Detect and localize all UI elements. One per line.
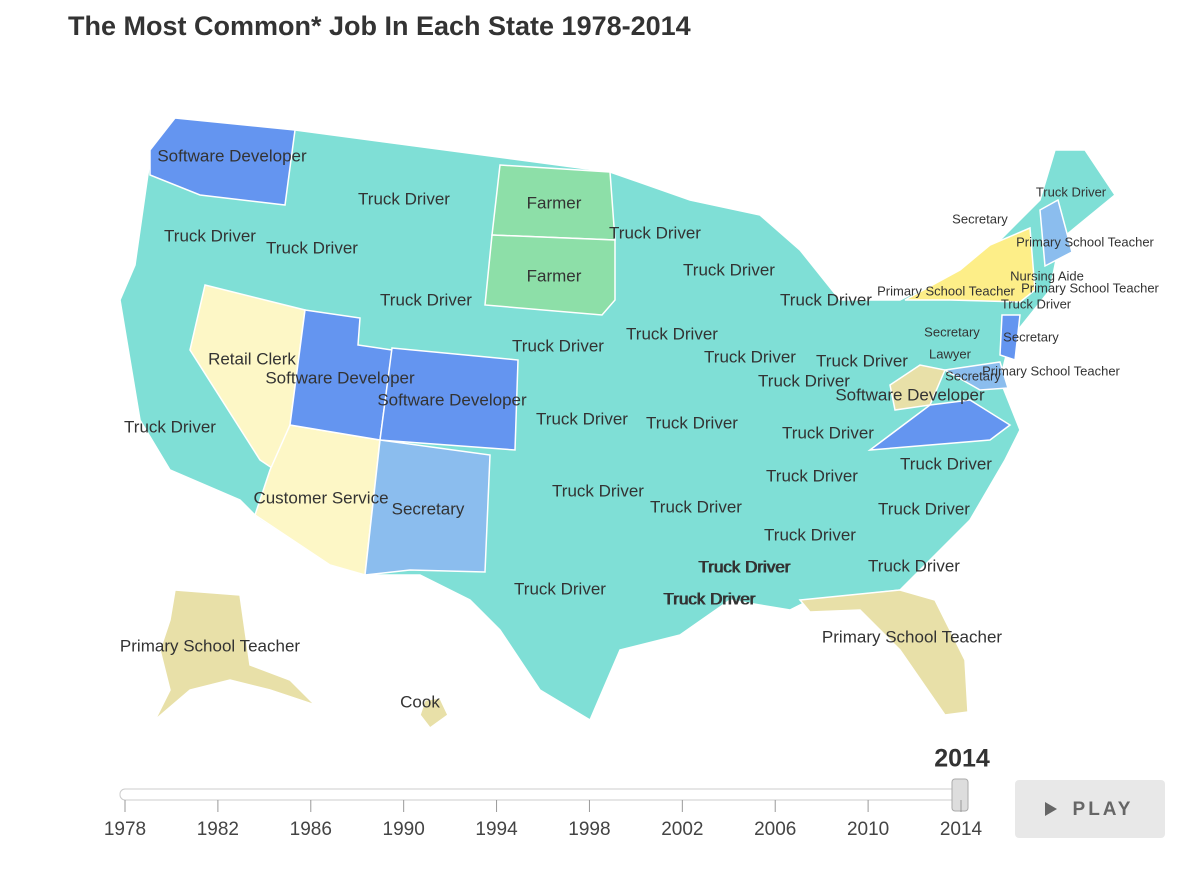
- state-label: Secretary: [392, 499, 465, 518]
- state-label: Truck Driver: [646, 413, 738, 432]
- state-label: Truck Driver: [764, 525, 856, 544]
- state-label: Customer Service: [253, 488, 388, 507]
- state-label: Truck Driver: [512, 336, 604, 355]
- state-label: Truck Driver: [900, 454, 992, 473]
- state-label: Truck Driver: [782, 423, 874, 442]
- state-label: Truck Driver: [664, 589, 756, 608]
- title: The Most Common* Job In Each State 1978-…: [68, 11, 691, 41]
- state-label: Secretary: [945, 368, 1001, 383]
- state-label: Truck Driver: [380, 290, 472, 309]
- state-label: Truck Driver: [699, 557, 791, 576]
- current-year: 2014: [934, 745, 990, 773]
- map: [119, 117, 1117, 730]
- state-label: Truck Driver: [358, 189, 450, 208]
- year-label: 2002: [661, 819, 703, 840]
- play-icon: [1045, 802, 1057, 816]
- state-label: Secretary: [924, 324, 980, 339]
- state-label: Truck Driver: [536, 409, 628, 428]
- state-label: Lawyer: [929, 346, 972, 361]
- year-label: 2010: [847, 819, 889, 840]
- state-label: Truck Driver: [704, 347, 796, 366]
- state-label: Truck Driver: [780, 290, 872, 309]
- slider-track: [119, 788, 961, 801]
- timeline: 2014 1978 1982 1986 1990 1994 1998 2002 2006 201…: [104, 745, 1165, 840]
- state-label: Secretary: [1003, 329, 1059, 344]
- state-label: Primary School Teacher: [1016, 234, 1154, 249]
- state-label: Software Developer: [265, 368, 415, 387]
- year-label: 1998: [568, 819, 610, 840]
- state-label: Truck Driver: [1001, 296, 1072, 311]
- state-label: Primary School Teacher: [120, 636, 300, 655]
- year-label: 1978: [104, 819, 146, 840]
- state-label: Cook: [400, 692, 440, 711]
- new-york: [904, 226, 1036, 303]
- state-label: Software Developer: [377, 390, 527, 409]
- state-label: Truck Driver: [650, 497, 742, 516]
- slider-handle[interactable]: [951, 778, 969, 812]
- state-label: Retail Clerk: [208, 349, 296, 368]
- west-virginia: [889, 364, 947, 411]
- state-label: Truck Driver: [683, 260, 775, 279]
- state-label: Truck Driver: [164, 226, 256, 245]
- year-label: 2006: [754, 819, 796, 840]
- state-label: Truck Driver: [758, 371, 850, 390]
- state-label: Truck Driver: [514, 579, 606, 598]
- state-label: Primary School Teacher: [982, 363, 1120, 378]
- state-label: Truck Driver: [1036, 184, 1107, 199]
- state-label: Software Developer: [157, 146, 307, 165]
- new-jersey: [999, 314, 1021, 362]
- state-label: Primary School Teacher: [822, 627, 1002, 646]
- play-label[interactable]: PLAY: [1073, 799, 1134, 820]
- state-label: Primary School Teacher: [877, 283, 1015, 298]
- state-label: Truck Driver: [626, 324, 718, 343]
- state-label: Farmer: [527, 266, 582, 285]
- state-label: Truck Driver: [698, 557, 790, 576]
- virginia: [867, 399, 1012, 451]
- state-label: Truck Driver: [868, 556, 960, 575]
- maryland: [942, 361, 1009, 391]
- colorado: [379, 347, 519, 451]
- new-mexico: [364, 439, 491, 576]
- year-label: 2014: [940, 819, 983, 840]
- state-label: Truck Driver: [124, 417, 216, 436]
- year-label: 1986: [290, 819, 332, 840]
- state-label: Software Developer: [835, 385, 985, 404]
- alaska: [154, 589, 316, 721]
- play-button[interactable]: [1015, 780, 1165, 838]
- washington: [149, 117, 296, 206]
- state-label: Farmer: [527, 193, 582, 212]
- florida: [798, 589, 969, 716]
- state-label: Nursing Aide: [1010, 268, 1084, 283]
- state-label: Secretary: [952, 211, 1008, 226]
- state-label: Truck Driver: [766, 466, 858, 485]
- year-label: 1990: [383, 819, 425, 840]
- new-england: [1039, 198, 1073, 268]
- year-label: 1994: [475, 819, 518, 840]
- state-label: Truck Driver: [609, 223, 701, 242]
- state-label: Truck Driver: [266, 238, 358, 257]
- state-label: Truck Driver: [552, 481, 644, 500]
- hawaii: [419, 697, 449, 730]
- year-label: 1982: [197, 819, 239, 840]
- state-label: Truck Driver: [816, 351, 908, 370]
- state-label: Truck Driver: [663, 589, 755, 608]
- state-label: Primary School Teacher: [1021, 280, 1159, 295]
- south-dakota: [484, 234, 616, 316]
- state-label: Truck Driver: [878, 499, 970, 518]
